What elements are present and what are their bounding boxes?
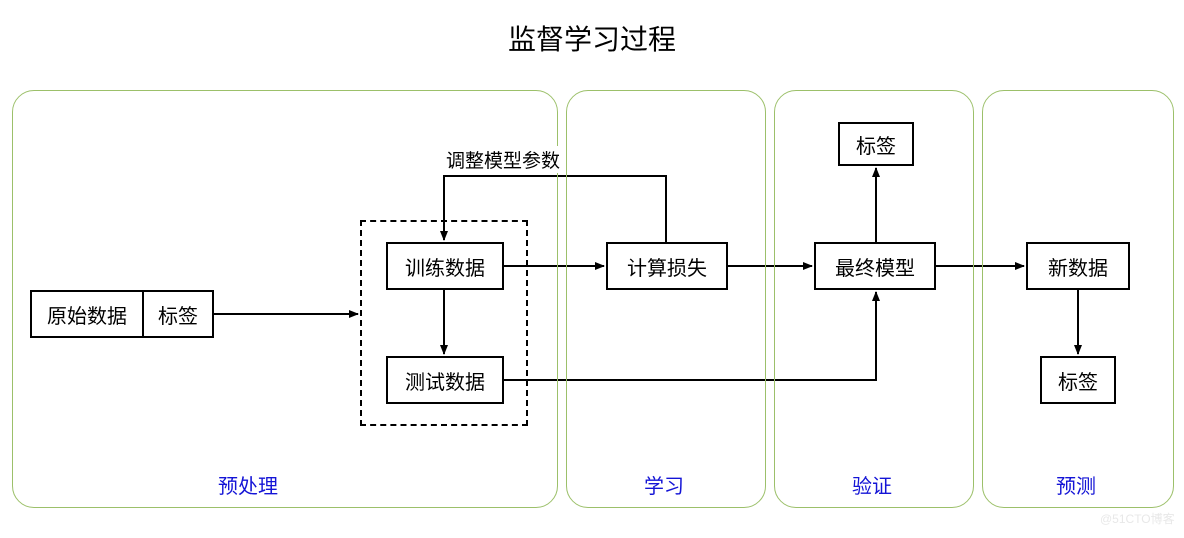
edge-label-e-loss-back: 调整模型参数 bbox=[444, 146, 562, 173]
node-new: 新数据 bbox=[1026, 242, 1130, 290]
node-model: 最终模型 bbox=[814, 242, 936, 290]
node-lab3: 标签 bbox=[1040, 356, 1116, 404]
stage-learn bbox=[566, 90, 766, 508]
diagram-canvas: 监督学习过程 预处理学习验证预测 原始数据标签训练数据测试数据计算损失最终模型标… bbox=[0, 0, 1184, 538]
watermark: @51CTO博客 bbox=[1100, 510, 1175, 527]
stage-predict bbox=[982, 90, 1174, 508]
stage-label-learn: 学习 bbox=[644, 470, 684, 499]
stage-label-predict: 预测 bbox=[1056, 470, 1096, 499]
stage-label-validate: 验证 bbox=[852, 470, 892, 499]
node-lab1: 标签 bbox=[142, 290, 214, 338]
node-train: 训练数据 bbox=[386, 242, 504, 290]
node-raw: 原始数据 bbox=[30, 290, 144, 338]
stage-label-preprocess: 预处理 bbox=[218, 470, 278, 499]
node-test: 测试数据 bbox=[386, 356, 504, 404]
node-lab2: 标签 bbox=[838, 122, 914, 166]
diagram-title: 监督学习过程 bbox=[0, 18, 1184, 58]
node-loss: 计算损失 bbox=[606, 242, 728, 290]
